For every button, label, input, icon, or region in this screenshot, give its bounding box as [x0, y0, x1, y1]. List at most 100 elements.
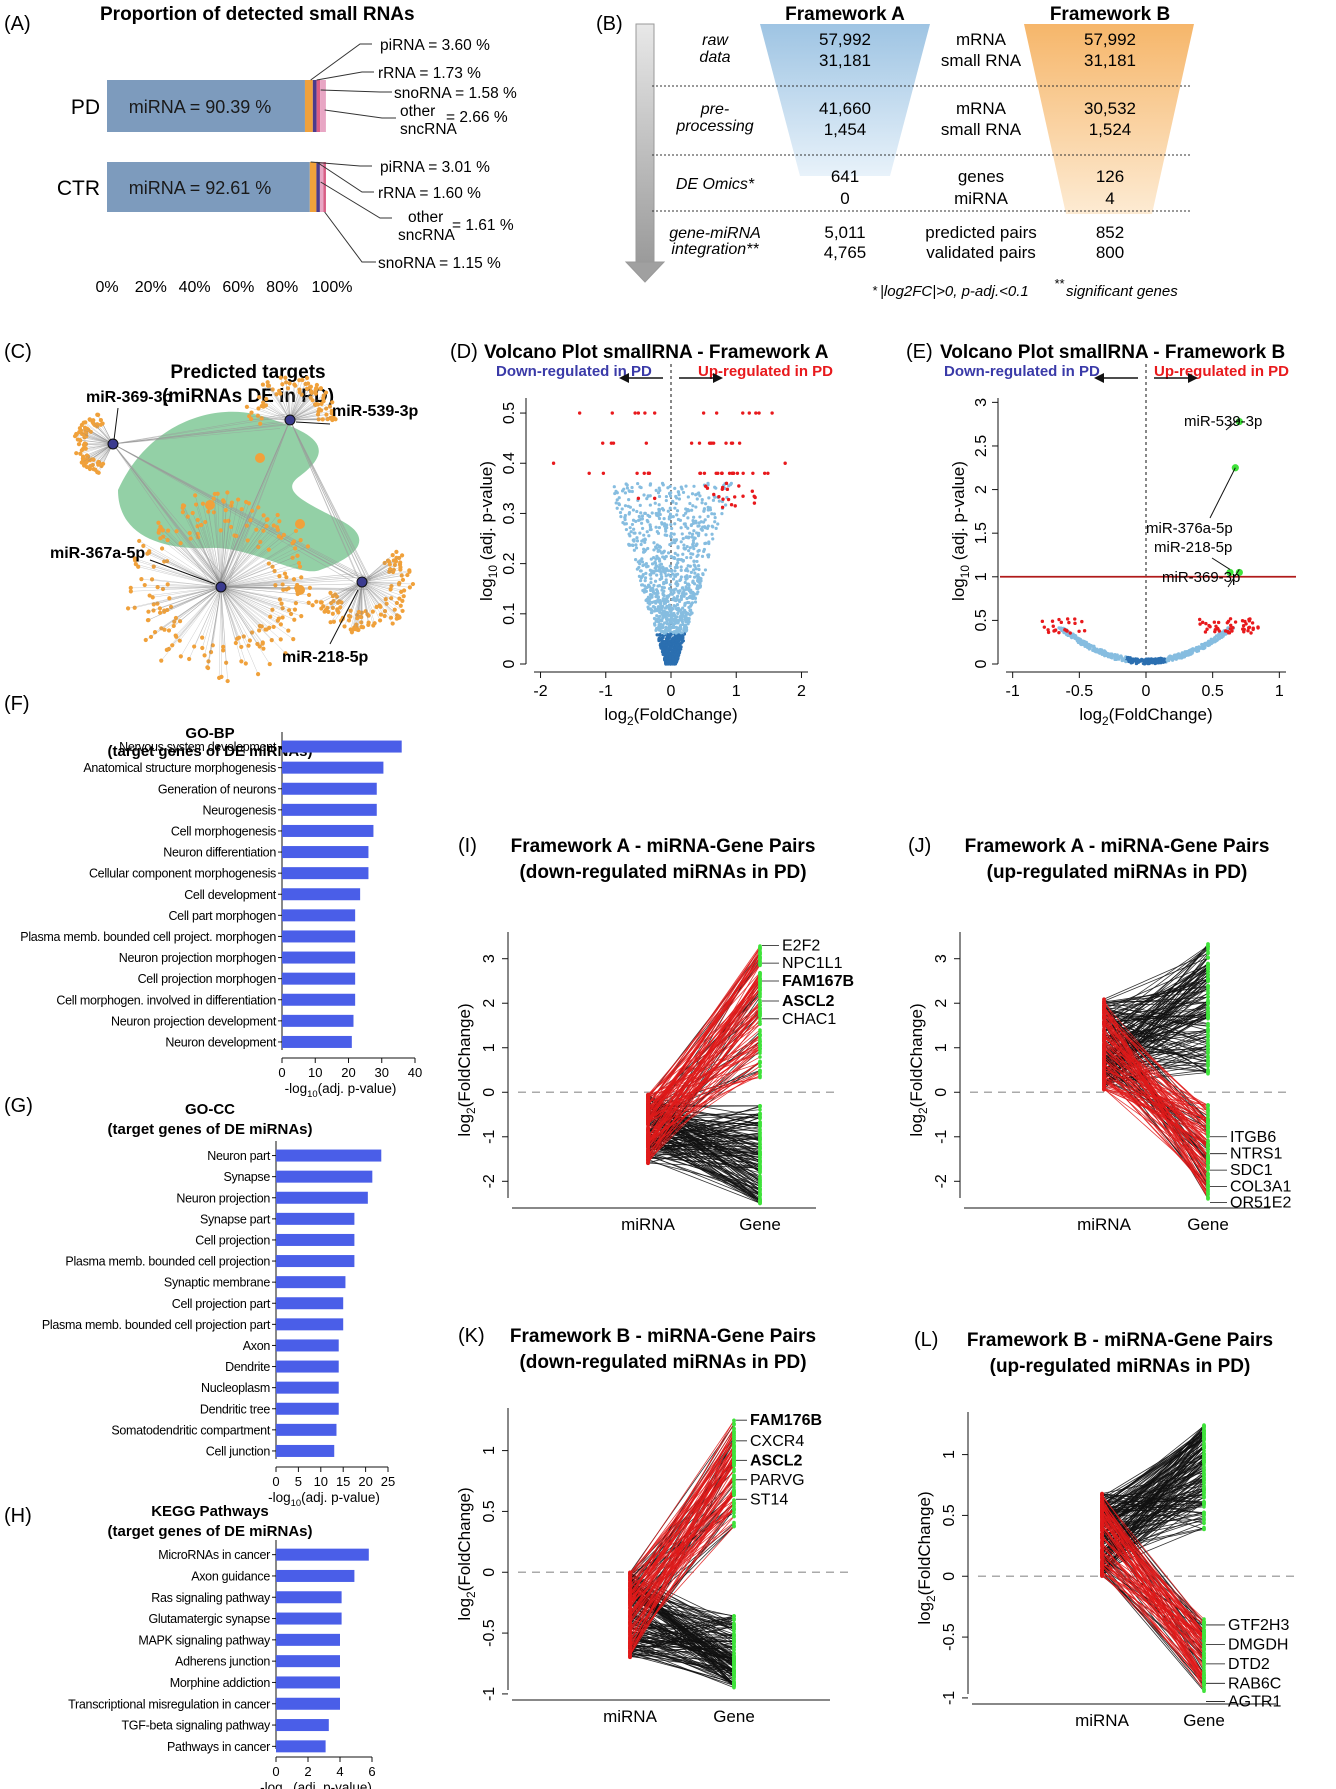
panel-d: (D) Volcano Plot smallRNA - Framework A … [450, 341, 833, 728]
mirna-gene-pair-charts: (I) Framework A - miRNA-Gene Pairs(down-r… [455, 835, 1296, 1730]
target-edge [220, 586, 259, 675]
significant-point [587, 471, 591, 475]
target-node [218, 528, 223, 533]
panel-c-subtitle: (miRNAs DE in PD) [162, 386, 334, 407]
volcano-point [711, 537, 715, 541]
significant-point [689, 441, 694, 445]
panel-c-letter: (C) [4, 341, 32, 363]
target-node [261, 646, 266, 651]
significant-point [1080, 619, 1084, 624]
target-node [166, 628, 172, 633]
significant-point [733, 495, 737, 499]
volcano-point [671, 639, 675, 643]
significant-point [1247, 617, 1251, 622]
target-edge [220, 527, 278, 588]
volcano-point [651, 590, 655, 594]
target-node [167, 596, 172, 601]
target-edge [361, 579, 403, 583]
volcano-point [654, 546, 659, 550]
target-node [173, 615, 179, 621]
volcano-point [662, 549, 666, 553]
volcano-point [677, 591, 681, 595]
target-edge [361, 581, 364, 628]
target-edge [220, 525, 274, 588]
volcano-point [692, 563, 696, 567]
volcano-point [665, 533, 669, 537]
target-node [304, 375, 310, 381]
volcano-point [656, 591, 660, 595]
target-node [314, 402, 319, 407]
gene-point [1206, 1051, 1210, 1055]
gene-point [1206, 944, 1210, 948]
target-edge [167, 584, 222, 588]
volcano-point [1212, 638, 1216, 642]
target-edge [289, 379, 303, 421]
target-node [405, 572, 410, 578]
volcano-point [690, 532, 695, 536]
target-node [74, 451, 79, 456]
target-node [280, 615, 285, 620]
volcano-point [686, 619, 691, 624]
target-edge [289, 388, 308, 421]
value-tick-label: 20 [358, 1474, 372, 1489]
target-node [248, 518, 253, 523]
volcano-point [1087, 647, 1091, 651]
significant-point [1068, 631, 1072, 635]
gene-point [758, 984, 762, 988]
target-edge [361, 581, 413, 585]
significant-point [1040, 619, 1045, 624]
significant-point [724, 481, 729, 486]
volcano-point [638, 531, 642, 535]
volcano-point [665, 594, 669, 599]
y-axis-label-pre: log [949, 578, 968, 601]
volcano-point [662, 631, 666, 635]
target-edge [220, 586, 271, 617]
value-tick-label: 0 [272, 1474, 279, 1489]
significant-point [1057, 630, 1061, 635]
bar [276, 1402, 339, 1415]
target-edge [205, 522, 222, 588]
gene-point [758, 1170, 762, 1175]
target-node [292, 617, 297, 622]
target-node [265, 380, 270, 385]
volcano-point [660, 638, 664, 642]
segment-annotation: snoRNA = 1.58 % [394, 85, 517, 102]
mirna-label: miR-539-3p [332, 403, 418, 420]
volcano-point [652, 616, 657, 621]
target-node [323, 607, 328, 613]
target-node [273, 583, 278, 588]
volcano-point [645, 530, 649, 534]
volcano-point [1125, 655, 1130, 660]
target-node [400, 577, 406, 582]
volcano-point [1146, 662, 1150, 666]
bar-segment-pirna [309, 162, 317, 212]
significant-point [1250, 621, 1255, 625]
target-node [295, 553, 300, 558]
target-node [205, 665, 210, 670]
value-axis-label-pre: -log [268, 1490, 291, 1505]
segment-annotation: rRNA = 1.73 % [378, 65, 481, 82]
volcano-point [673, 486, 677, 490]
target-node [378, 612, 383, 617]
target-node [377, 618, 383, 623]
target-edge [220, 586, 284, 590]
target-node [284, 380, 289, 385]
significant-point [783, 461, 787, 465]
step-label: data [699, 49, 730, 66]
target-edge [262, 384, 291, 421]
footnote-double-star: ** [1054, 276, 1065, 291]
target-node [297, 564, 303, 569]
volcano-point [679, 578, 683, 582]
volcano-point [643, 540, 647, 544]
gene-point [1206, 1056, 1210, 1060]
target-edge [158, 522, 222, 588]
target-edge [361, 581, 400, 617]
significant-point [652, 411, 657, 415]
significant-point [652, 496, 657, 501]
x-tick-label: 20% [135, 279, 167, 296]
y-axis-label: log10 (adj. p-value) [949, 461, 972, 601]
pipeline-arrow-shaft [635, 23, 655, 265]
x-axis-label-pre: log [1079, 705, 1102, 724]
volcano-point [617, 496, 621, 500]
target-node [76, 442, 82, 447]
